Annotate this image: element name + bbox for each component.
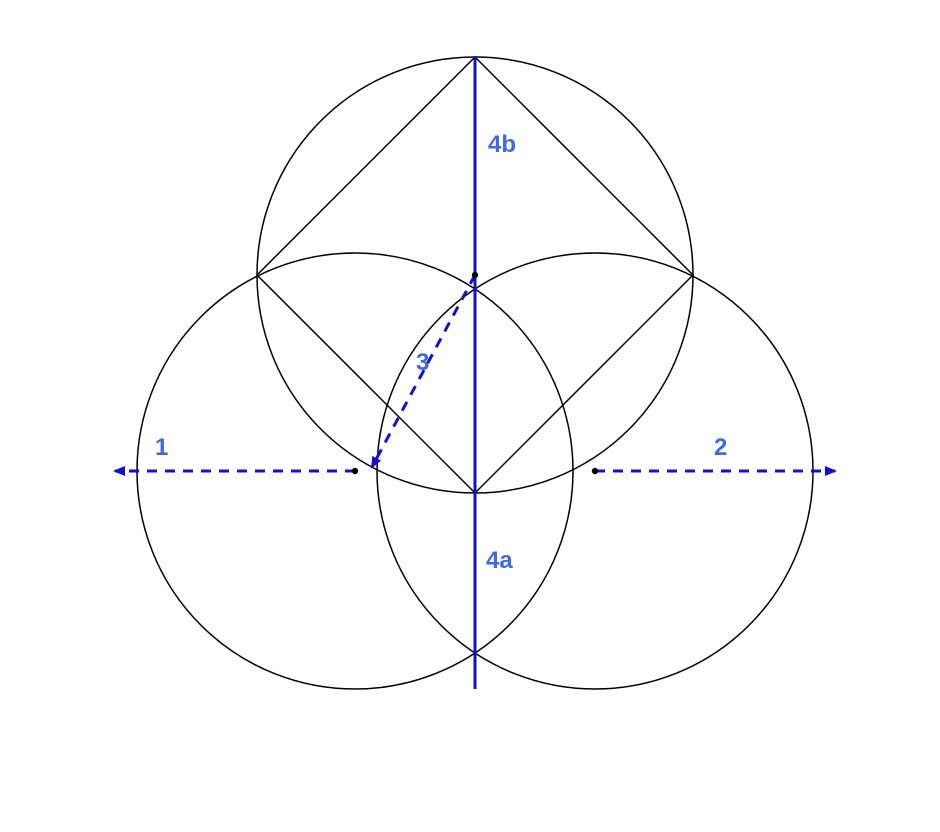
label-2: 2 <box>714 434 727 461</box>
point-right-center <box>592 468 598 474</box>
label-4b: 4b <box>488 131 516 158</box>
point-top-center <box>472 272 478 278</box>
point-left-center <box>352 468 358 474</box>
label-3: 3 <box>416 349 429 376</box>
label-4a: 4a <box>486 547 513 574</box>
geometry-diagram: 1 2 3 4a 4b <box>0 0 940 832</box>
label-1: 1 <box>155 434 168 461</box>
